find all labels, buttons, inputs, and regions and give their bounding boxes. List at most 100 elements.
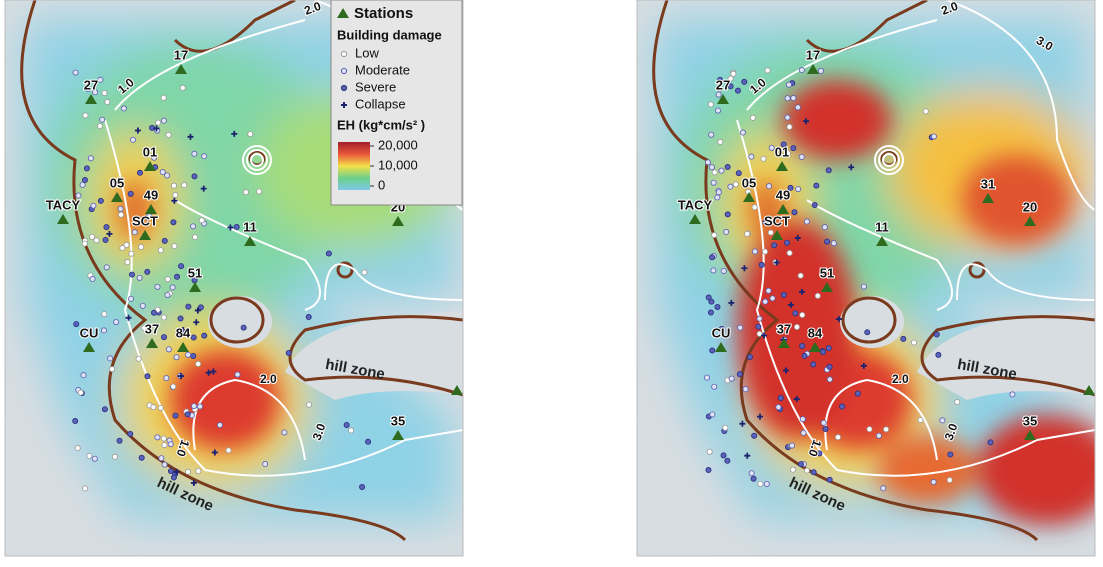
damage-point xyxy=(192,234,199,241)
damage-point xyxy=(158,455,165,462)
damage-point xyxy=(799,343,806,350)
station-label: 37 xyxy=(145,321,159,336)
station-marker xyxy=(177,342,189,352)
station-marker xyxy=(1024,430,1036,440)
damage-point xyxy=(785,81,792,88)
station-marker xyxy=(57,214,69,224)
damage-point xyxy=(826,363,833,370)
collapse-point xyxy=(803,118,810,125)
damage-point xyxy=(825,345,832,352)
contour xyxy=(806,199,953,311)
station-marker xyxy=(175,64,187,74)
damage-point xyxy=(755,323,762,330)
damage-point xyxy=(178,263,185,270)
legend-heading: Building damage xyxy=(337,27,442,42)
damage-point xyxy=(163,375,170,382)
contour xyxy=(174,199,321,311)
station-label: 35 xyxy=(1023,413,1037,428)
station-marker xyxy=(717,94,729,104)
heat-high xyxy=(170,350,280,450)
damage-point xyxy=(171,243,178,250)
damage-point xyxy=(101,406,108,413)
station-marker xyxy=(809,342,821,352)
legend-symbol xyxy=(341,102,347,108)
damage-point xyxy=(89,275,96,282)
damage-point xyxy=(787,184,794,191)
damage-point xyxy=(191,403,198,410)
damage-point xyxy=(240,324,247,331)
contour xyxy=(324,263,463,301)
contour xyxy=(114,19,306,111)
damage-point xyxy=(803,467,810,474)
damage-point xyxy=(96,123,103,130)
damage-point xyxy=(154,434,161,441)
damage-point xyxy=(174,273,181,280)
damage-point xyxy=(811,201,818,208)
damage-point xyxy=(197,304,204,311)
contour xyxy=(246,149,268,171)
damage-point xyxy=(922,108,929,115)
damage-point xyxy=(185,303,192,310)
legend-symbol xyxy=(340,84,348,92)
damage-point xyxy=(225,447,232,454)
damage-point xyxy=(758,261,765,268)
damage-point xyxy=(191,173,198,180)
zone-boundary xyxy=(841,296,897,344)
damage-point xyxy=(161,442,168,449)
station-marker xyxy=(111,192,123,202)
damage-point xyxy=(73,321,80,328)
station-label: CU xyxy=(712,325,731,340)
damage-point xyxy=(839,403,846,410)
contour xyxy=(956,263,1095,301)
collapse-point xyxy=(835,316,842,323)
contour-label: 1.0 xyxy=(805,438,824,459)
damage-point xyxy=(791,209,798,216)
damage-point xyxy=(826,376,833,383)
legend-symbol xyxy=(340,50,348,58)
station-label: SCT xyxy=(132,213,158,228)
collapse-point xyxy=(728,299,735,306)
damage-point xyxy=(794,104,801,111)
collapse-point xyxy=(153,125,160,132)
damage-point xyxy=(720,267,727,274)
collapse-point xyxy=(798,288,805,295)
station-marker xyxy=(807,64,819,74)
damage-point xyxy=(144,373,151,380)
collapse-point xyxy=(190,479,197,486)
damage-point xyxy=(954,399,961,406)
damage-point xyxy=(160,334,167,341)
collapse-point xyxy=(848,164,855,171)
damage-point xyxy=(118,211,125,218)
station-marker xyxy=(244,236,256,246)
heat-high xyxy=(782,80,892,160)
contour-label: 1.0 xyxy=(173,438,192,459)
station-marker xyxy=(821,282,833,292)
damage-point xyxy=(883,426,890,433)
damage-point xyxy=(900,335,907,342)
damage-point xyxy=(756,85,763,92)
damage-point xyxy=(718,326,725,333)
zone-boundary xyxy=(336,261,354,279)
damage-point xyxy=(138,244,145,251)
damage-point xyxy=(709,411,716,418)
damage-point xyxy=(821,224,828,231)
damage-point xyxy=(709,254,716,261)
contour-label: 2.0 xyxy=(260,372,277,386)
damage-point xyxy=(154,283,161,290)
damage-point xyxy=(141,324,148,331)
contour xyxy=(874,145,904,175)
collapse-point xyxy=(793,396,800,403)
legend-station-marker xyxy=(337,8,349,18)
colorbar-label: 0 xyxy=(378,177,385,192)
station-label: 51 xyxy=(188,265,202,280)
damage-point xyxy=(748,153,755,160)
damage-point xyxy=(127,430,134,437)
heat-high xyxy=(877,435,977,505)
damage-point xyxy=(169,284,176,291)
contour xyxy=(192,378,306,461)
damage-point xyxy=(93,237,100,244)
damage-point xyxy=(160,94,167,101)
damage-point xyxy=(765,183,772,190)
station-label: 01 xyxy=(143,144,157,159)
collapse-point xyxy=(231,130,238,137)
